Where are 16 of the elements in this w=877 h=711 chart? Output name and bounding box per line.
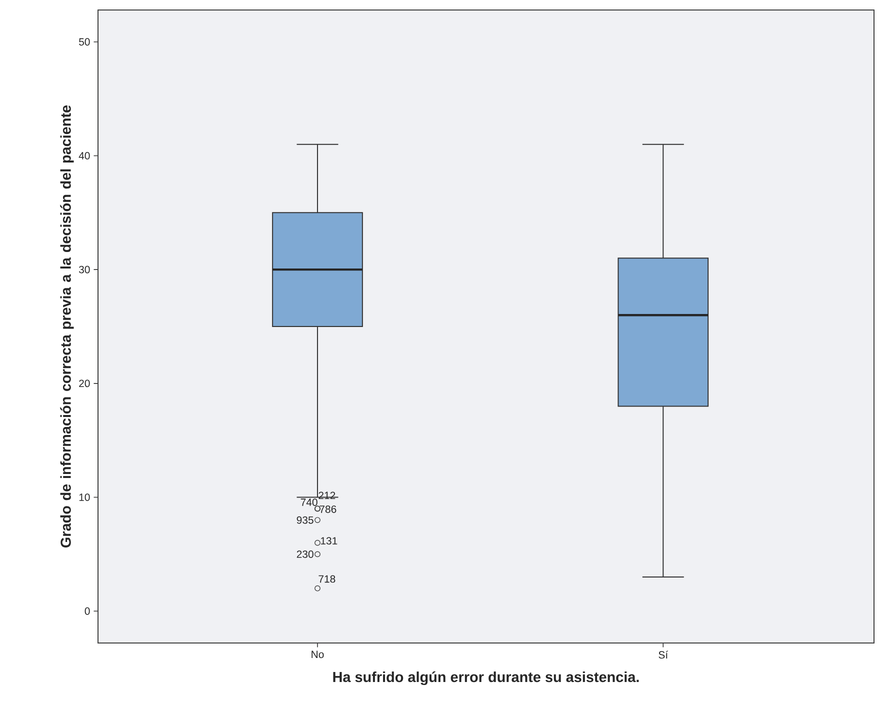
y-tick-label: 0 [84,607,90,615]
annotation: 740 [300,498,318,506]
x-tick-label: Sí [658,650,668,659]
annotation: 230 [296,550,314,558]
y-tick-label: 30 [78,266,90,274]
annotation: 786 [320,506,336,513]
y-tick-label: 40 [78,152,90,160]
y-tick-label: 50 [79,38,90,46]
annotation: 718 [318,575,336,583]
annotation: 131 [320,537,338,545]
x-axis-title: Ha sufrido algún error durante su asistencia. [333,671,639,686]
annotation: 935 [296,516,314,524]
x-tick-label: No [312,650,324,658]
y-tick-label: 20 [79,380,90,388]
y-axis-title: Grado de información correcta previa a la decisión del paciente [60,105,74,548]
y-tick-label: 10 [79,494,90,501]
